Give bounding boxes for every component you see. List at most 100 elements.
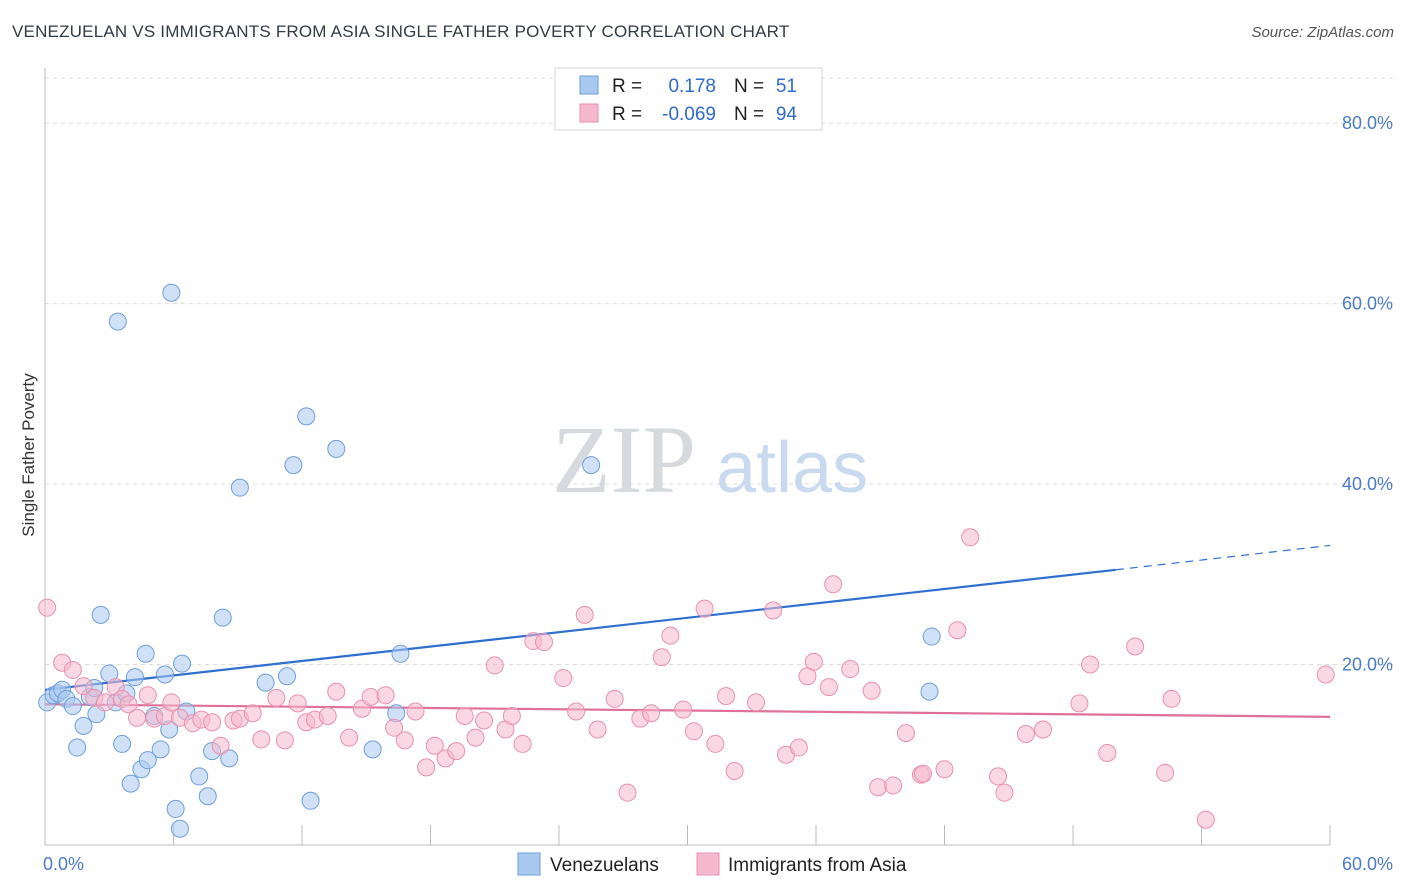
legend-swatch-venezuelans (579, 75, 599, 95)
legend-swatch-asia (579, 103, 599, 123)
asia-point (95, 693, 114, 712)
asia-point (1034, 720, 1053, 739)
asia-point (267, 688, 286, 707)
venezuelan-point (256, 673, 275, 692)
asia-point (747, 693, 766, 712)
venezuelan-point (582, 456, 601, 475)
venezuelan-point (121, 774, 140, 793)
asia-point (475, 711, 494, 730)
y-tick-labels: 20.0% 40.0% 60.0% 80.0% (1342, 113, 1393, 674)
venezuelan-point (230, 478, 249, 497)
y-tick-label: 20.0% (1342, 655, 1393, 675)
series-legend: Venezuelans Immigrants from Asia (517, 852, 907, 876)
asia-point (447, 742, 466, 761)
y-tick-label: 60.0% (1342, 294, 1393, 314)
venezuelan-point (125, 668, 144, 687)
asia-point (138, 686, 157, 705)
asia-point (684, 722, 703, 741)
legend-r-label-1: R = (612, 76, 642, 97)
venezuelan-point (63, 697, 82, 716)
asia-point (38, 598, 57, 617)
asia-point (935, 760, 954, 779)
asia-point (896, 724, 915, 743)
venezuelan-point (198, 787, 217, 806)
asia-point (203, 713, 222, 732)
source-label: Source: ZipAtlas.com (1251, 24, 1394, 41)
venezuelan-point (170, 819, 189, 838)
chart-title: VENEZUELAN VS IMMIGRANTS FROM ASIA SINGL… (12, 22, 790, 41)
venezuelan-point (297, 407, 316, 426)
asia-point (695, 599, 714, 618)
asia-point (128, 708, 147, 727)
asia-point (819, 678, 838, 697)
bottom-legend-asia: Immigrants from Asia (728, 855, 907, 876)
asia-point (884, 776, 903, 795)
asia-point (406, 702, 425, 721)
asia-point (417, 758, 436, 777)
gridlines (45, 77, 1395, 666)
watermark-zip: ZIP (552, 406, 696, 513)
asia-point (211, 736, 230, 755)
asia-point (74, 677, 93, 696)
venezuelan-point (91, 605, 110, 624)
asia-point (554, 669, 573, 688)
venezuelan-point (190, 767, 209, 786)
asia-point (789, 738, 808, 757)
x-tick-label: 60.0% (1342, 854, 1393, 874)
asia-point (661, 626, 680, 645)
venezuelan-point (327, 439, 346, 458)
asia-point (1016, 725, 1035, 744)
x-tick-labels: 0.0% 60.0% (43, 854, 1393, 874)
asia-point (1126, 637, 1145, 656)
asia-point (869, 778, 888, 797)
venezuelan-point (391, 644, 410, 663)
asia-point (575, 605, 594, 624)
axes (44, 68, 1331, 846)
venezuelan-point (284, 456, 303, 475)
asia-point (340, 728, 359, 747)
watermark-atlas: atlas (716, 428, 868, 508)
venezuelan-point (68, 738, 87, 757)
asia-point (243, 704, 262, 723)
asia-point (361, 688, 380, 707)
venezuelan-point (920, 682, 939, 701)
trend-lines (44, 544, 1331, 718)
asia-point (995, 783, 1014, 802)
asia-point (252, 730, 271, 749)
data-points (38, 283, 1335, 838)
asia-point (119, 695, 138, 714)
venezuelan-trend-line (44, 568, 1116, 691)
asia-point (804, 652, 823, 671)
asia-point (162, 693, 181, 712)
asia-point (513, 734, 532, 753)
asia-point (63, 660, 82, 679)
asia-point (1156, 763, 1175, 782)
legend-n-value-1: 51 (776, 76, 797, 97)
asia-point (706, 734, 725, 753)
asia-point (385, 718, 404, 737)
venezuelan-trend-extension (1115, 544, 1331, 571)
venezuelan-point (363, 740, 382, 759)
venezuelan-point (220, 749, 239, 768)
asia-point (485, 656, 504, 675)
asia-point (1070, 694, 1089, 713)
venezuelan-point (113, 734, 132, 753)
venezuelan-point (108, 312, 127, 331)
asia-point (567, 702, 586, 721)
asia-point (535, 632, 554, 651)
asia-point (395, 731, 414, 750)
venezuelan-point (301, 791, 320, 810)
y-tick-label: 40.0% (1342, 474, 1393, 494)
asia-point (466, 728, 485, 747)
legend-n-label-2: N = (734, 104, 764, 125)
venezuelan-point (138, 751, 157, 770)
asia-point (674, 700, 693, 719)
y-tick-label: 80.0% (1342, 113, 1393, 133)
asia-point (588, 720, 607, 739)
bottom-legend-swatch-asia (696, 852, 720, 876)
venezuelan-point (278, 667, 297, 686)
asia-point (318, 706, 337, 725)
asia-point (652, 648, 671, 667)
legend-r-value-1: 0.178 (668, 76, 716, 97)
asia-point (1081, 655, 1100, 674)
